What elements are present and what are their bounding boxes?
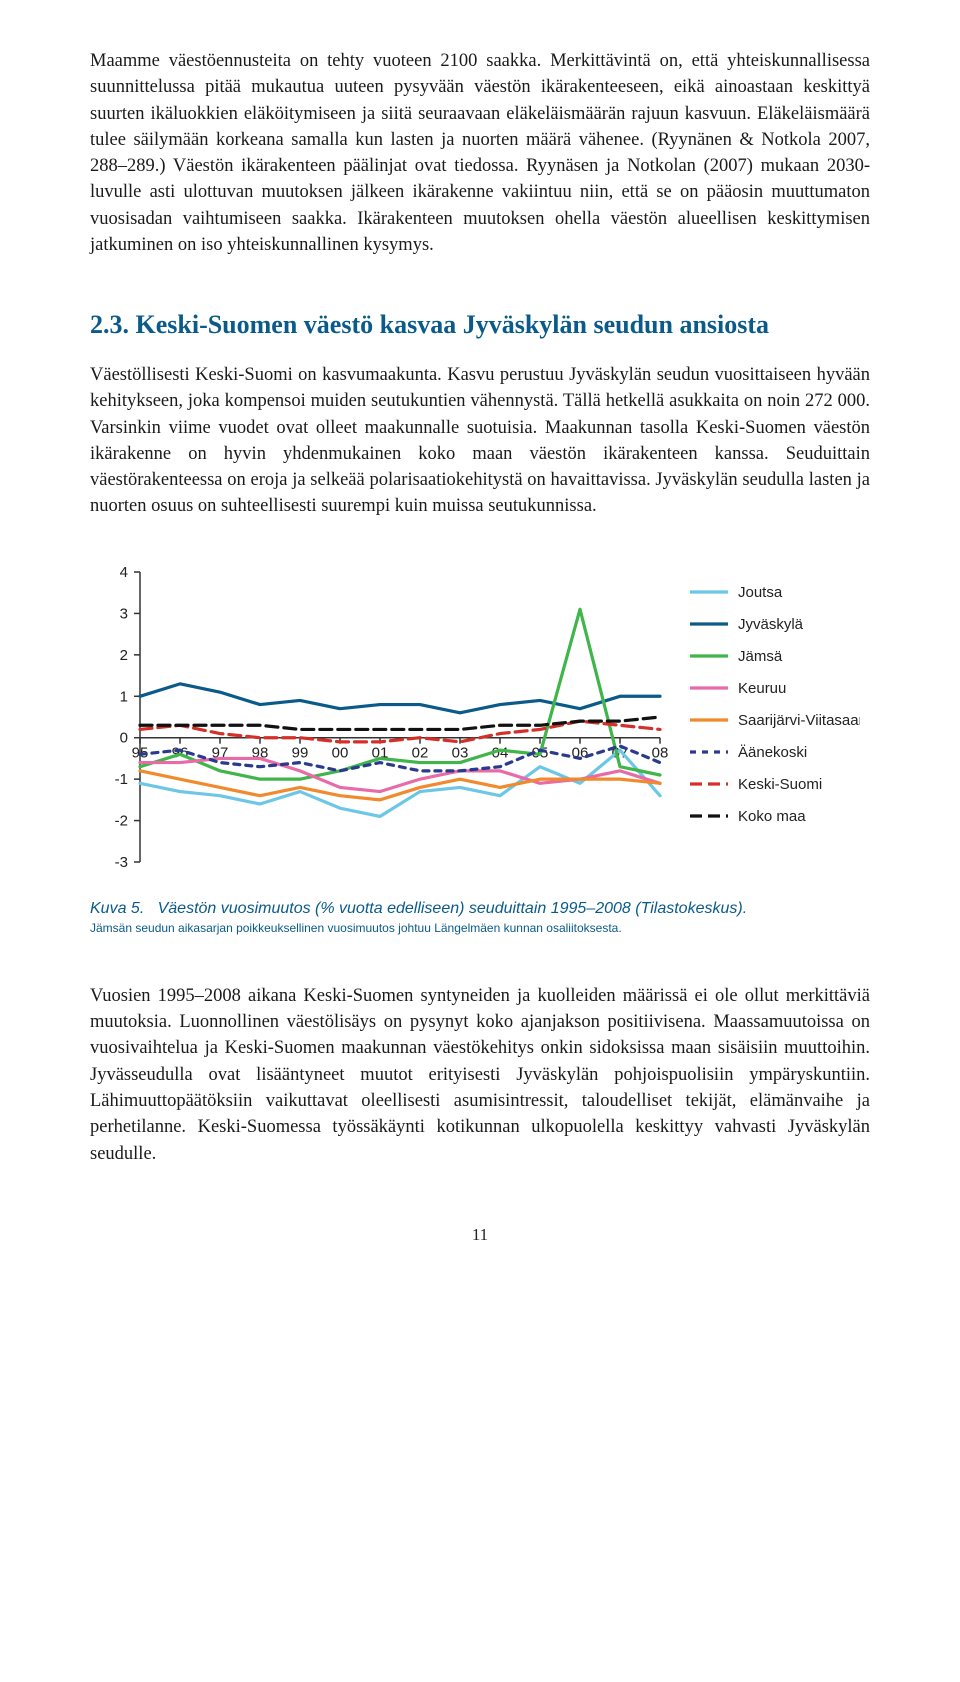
svg-text:-1: -1 (115, 771, 128, 788)
figure-subcaption: Jämsän seudun aikasarjan poikkeukselline… (90, 921, 870, 937)
figure-caption: Kuva 5. Väestön vuosimuutos (% vuotta ed… (90, 898, 870, 920)
svg-text:1: 1 (120, 688, 128, 705)
paragraph-2: Väestöllisesti Keski-Suomi on kasvumaaku… (90, 362, 870, 520)
svg-text:Joutsa: Joutsa (738, 584, 783, 601)
svg-text:4: 4 (120, 564, 128, 581)
line-chart: -3-2-1012349596979899000102030405060708J… (90, 562, 860, 892)
page-number: 11 (90, 1225, 870, 1245)
svg-text:-2: -2 (115, 812, 128, 829)
svg-text:2: 2 (120, 647, 128, 664)
svg-text:Keuruu: Keuruu (738, 680, 786, 697)
svg-text:3: 3 (120, 605, 128, 622)
svg-text:Koko maa: Koko maa (738, 808, 806, 825)
paragraph-3: Vuosien 1995–2008 aikana Keski-Suomen sy… (90, 983, 870, 1167)
svg-text:Saarijärvi-Viitasaari: Saarijärvi-Viitasaari (738, 712, 860, 729)
figure-caption-text: Väestön vuosimuutos (% vuotta edelliseen… (158, 900, 748, 917)
svg-text:Keski-Suomi: Keski-Suomi (738, 776, 822, 793)
svg-text:Äänekoski: Äänekoski (738, 744, 807, 761)
paragraph-1: Maamme väestöennusteita on tehty vuoteen… (90, 48, 870, 258)
svg-text:00: 00 (332, 744, 349, 761)
figure-label: Kuva 5. (90, 900, 144, 917)
svg-text:Jyväskylä: Jyväskylä (738, 616, 804, 633)
svg-text:-3: -3 (115, 854, 128, 871)
svg-text:0: 0 (120, 729, 128, 746)
svg-text:Jämsä: Jämsä (738, 648, 783, 665)
svg-text:02: 02 (412, 744, 429, 761)
svg-text:99: 99 (292, 744, 309, 761)
section-heading: 2.3. Keski-Suomen väestö kasvaa Jyväskyl… (90, 310, 870, 340)
chart-figure: -3-2-1012349596979899000102030405060708J… (90, 562, 870, 937)
